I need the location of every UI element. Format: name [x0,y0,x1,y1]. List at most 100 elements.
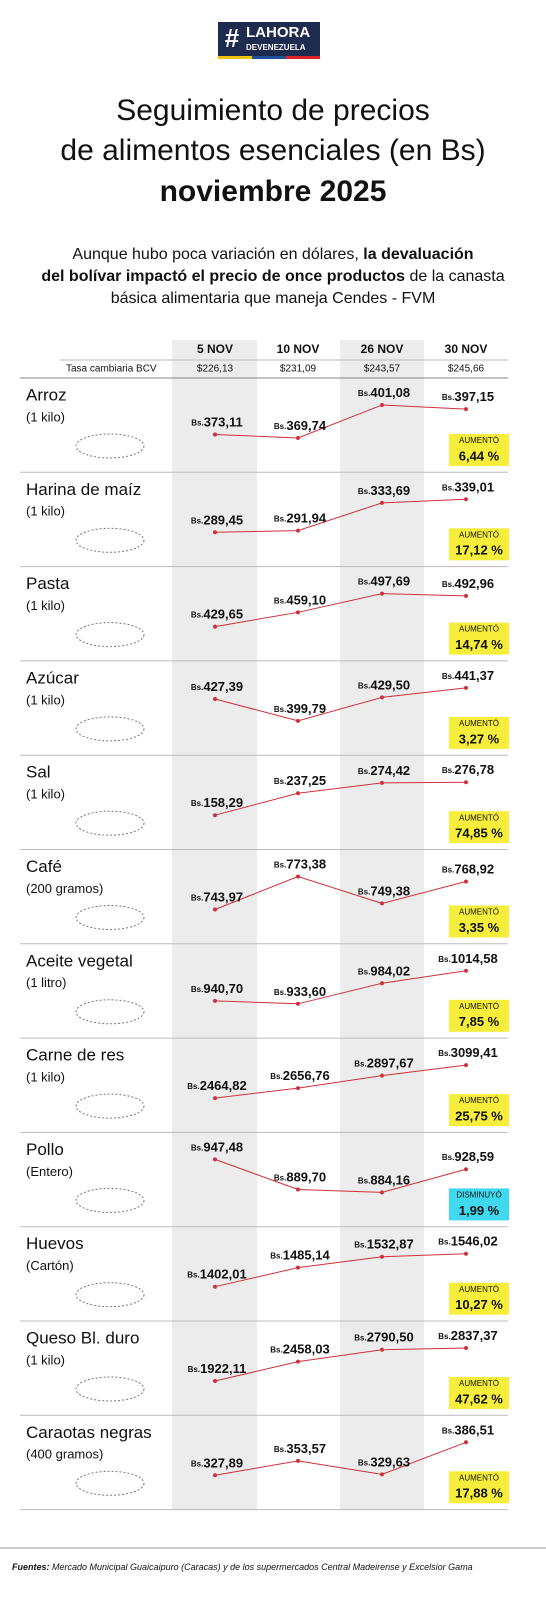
price-label: Bs.2837,37 [438,1328,497,1343]
price-value: 401,08 [370,385,410,400]
product-unit: (200 gramos) [26,881,103,896]
product-icon [75,622,145,648]
currency: Bs. [442,393,454,402]
price-label: Bs.749,38 [358,884,410,899]
change-value: 6,44 % [459,448,500,463]
price-point [464,1167,468,1172]
currency: Bs. [274,777,286,786]
currency: Bs. [274,1174,286,1183]
change-badge [449,1188,509,1221]
price-point [213,1096,217,1101]
price-value: 237,25 [286,774,326,789]
product-icon [75,716,145,742]
price-point [296,1187,300,1192]
price-point [380,500,384,505]
price-value: 497,69 [370,574,410,589]
price-value: 889,70 [286,1170,326,1185]
currency: Bs. [354,1241,366,1250]
price-point [296,1001,300,1006]
footer-lead: Fuentes: [12,1562,50,1572]
intro-segment: del bolívar impactó el precio de once pr… [41,268,405,285]
product-icon [75,905,145,930]
intro-line: básica alimentaria que maneja Cendes - F… [111,290,436,307]
change-value: 17,88 % [455,1486,503,1501]
currency: Bs. [274,596,286,605]
currency: Bs. [358,1177,370,1186]
price-value: 2656,76 [283,1069,330,1084]
price-value: 386,51 [454,1423,494,1438]
change-badge [449,999,509,1032]
price-value: 339,01 [454,480,494,495]
price-label: Bs.1014,58 [438,951,497,966]
product-unit: (Entero) [26,1164,73,1179]
currency: Bs. [438,955,450,964]
price-value: 274,42 [370,763,410,778]
column-date: 30 NOV [445,342,488,356]
price-value: 1402,01 [200,1267,247,1282]
product-unit: (1 litro) [26,975,66,990]
product-icon [75,1282,145,1308]
price-point [380,1472,384,1477]
product-unit: (1 kilo) [26,598,65,613]
bcv-rate: $231,09 [280,364,317,375]
price-label: Bs.3099,41 [438,1046,497,1061]
flag-yellow [218,56,252,59]
title-line: de alimentos esenciales (en Bs) [60,134,485,167]
change-label: AUMENTÓ [459,1096,499,1105]
price-value: 276,78 [454,763,494,778]
intro-segment: Aunque hubo poca variación en dólares, [72,246,363,263]
price-point [296,1458,300,1463]
price-value: 2897,67 [367,1056,414,1071]
change-value: 25,75 % [455,1109,503,1124]
price-line [214,404,467,439]
price-label: Bs.429,50 [358,678,410,693]
price-label: Bs.2790,50 [354,1330,413,1345]
price-point [296,874,300,879]
price-point [213,998,217,1003]
price-label: Bs.339,01 [442,480,494,495]
price-line [214,593,467,628]
price-label: Bs.1546,02 [438,1234,497,1249]
product-unit: (1 kilo) [26,1352,65,1367]
price-label: Bs.1402,01 [187,1267,246,1282]
change-value: 17,12 % [455,543,503,558]
change-value: 14,74 % [455,637,503,652]
price-point [296,436,300,440]
price-value: 427,39 [203,679,243,694]
currency: Bs. [442,1153,454,1162]
bcv-rate: $226,13 [197,364,234,375]
currency: Bs. [274,988,286,997]
currency: Bs. [438,1238,450,1247]
change-badge [449,1094,509,1127]
product-icon [75,1470,145,1496]
price-value: 2837,37 [451,1328,498,1343]
price-value: 289,45 [203,513,243,528]
price-point [380,901,384,906]
price-label: Bs.427,39 [191,679,243,694]
price-line [214,1064,467,1099]
price-label: Bs.333,69 [358,483,410,498]
price-line [214,1158,467,1193]
product-icon [75,1187,145,1213]
change-badge [449,1282,509,1315]
price-point [296,1265,300,1270]
price-line [214,875,467,910]
price-label: Bs.291,94 [274,511,327,526]
currency: Bs. [442,866,454,875]
price-point [380,403,384,407]
footer: Fuentes: Mercado Municipal Guaicaipuro (… [12,1562,473,1572]
price-label: Bs.369,74 [274,418,327,433]
product-unit: (Cartón) [26,1258,74,1273]
price-label: Bs.773,38 [274,857,326,872]
product-icon [75,433,145,459]
price-label: Bs.459,10 [274,593,326,608]
price-label: Bs.274,42 [358,763,410,778]
price-value: 1532,87 [367,1237,414,1252]
rate-label: Tasa cambiaria BCV [66,364,157,375]
price-value: 327,89 [203,1456,243,1471]
price-line [214,781,467,816]
change-value: 47,62 % [455,1391,503,1406]
product-unit: (1 kilo) [26,1070,65,1085]
price-label: Bs.984,02 [358,964,410,979]
product-unit: (1 kilo) [26,787,65,802]
